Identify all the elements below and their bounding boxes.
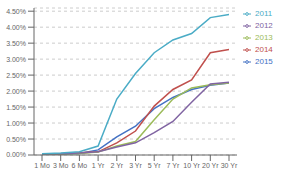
svg-text:7 Yr: 7 Yr	[167, 162, 180, 169]
svg-text:3 Mo: 3 Mo	[53, 162, 69, 169]
svg-text:4.00%: 4.00%	[8, 24, 26, 31]
svg-text:10 Yr: 10 Yr	[183, 162, 200, 169]
svg-text:1 Yr: 1 Yr	[92, 162, 105, 169]
svg-text:6 Mo: 6 Mo	[72, 162, 88, 169]
svg-text:30 Yr: 30 Yr	[221, 162, 238, 169]
svg-text:5 Yr: 5 Yr	[148, 162, 161, 169]
svg-text:3 Yr: 3 Yr	[129, 162, 142, 169]
svg-text:1.50%: 1.50%	[8, 104, 26, 111]
svg-text:2.00%: 2.00%	[8, 88, 26, 95]
svg-text:3.00%: 3.00%	[8, 56, 26, 63]
svg-text:0.50%: 0.50%	[8, 136, 26, 143]
html-text:2011: 2011	[255, 9, 273, 18]
html-text:2014: 2014	[255, 45, 273, 54]
svg-text:4.50%: 4.50%	[8, 8, 26, 15]
svg-text:2 Yr: 2 Yr	[110, 162, 123, 169]
svg-text:1.00%: 1.00%	[8, 120, 26, 127]
svg-text:0.00%: 0.00%	[8, 151, 26, 158]
svg-text:3.50%: 3.50%	[8, 40, 26, 47]
html-text:2012: 2012	[255, 21, 273, 30]
svg-text:1 Mo: 1 Mo	[34, 162, 50, 169]
svg-text:20 Yr: 20 Yr	[202, 162, 219, 169]
html-text:2013: 2013	[255, 33, 273, 42]
svg-text:2.50%: 2.50%	[8, 72, 26, 79]
html-text:2015: 2015	[255, 57, 273, 66]
